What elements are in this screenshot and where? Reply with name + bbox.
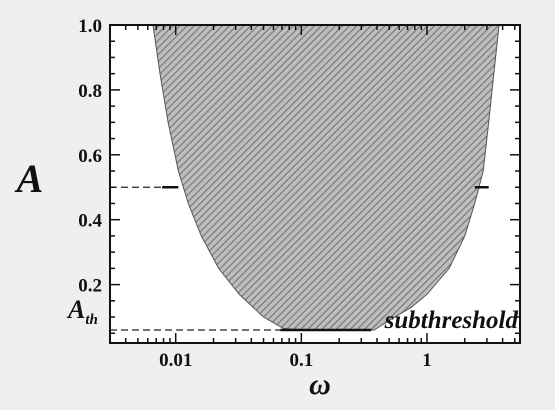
x-axis-label: ω bbox=[309, 368, 331, 401]
level-lines bbox=[110, 185, 489, 332]
y-tick-label: 0.4 bbox=[78, 211, 102, 232]
y-tick-label: 0.6 bbox=[78, 146, 102, 167]
y-tick-label: 1.0 bbox=[78, 16, 102, 37]
axis-ticks bbox=[109, 24, 520, 343]
shaded-region bbox=[152, 24, 500, 331]
threshold-label-sub: th bbox=[85, 312, 98, 328]
y-tick-label: 0.8 bbox=[78, 81, 102, 102]
y-axis-label: A bbox=[14, 156, 44, 201]
y-tick-label: 0.2 bbox=[78, 276, 102, 297]
threshold-label-main: A bbox=[66, 295, 85, 324]
subthreshold-annotation: subthreshold bbox=[384, 307, 519, 334]
tick-labels: 0.01 0.1 1 0.2 0.4 0.6 0.8 1.0 bbox=[78, 16, 431, 371]
threshold-label: Ath bbox=[66, 295, 98, 328]
region-layer bbox=[152, 24, 500, 331]
x-tick-label: 1 bbox=[422, 350, 432, 371]
x-tick-label: 0.01 bbox=[159, 350, 192, 371]
x-tick-label: 0.1 bbox=[289, 350, 313, 371]
plot-frame bbox=[109, 24, 521, 344]
